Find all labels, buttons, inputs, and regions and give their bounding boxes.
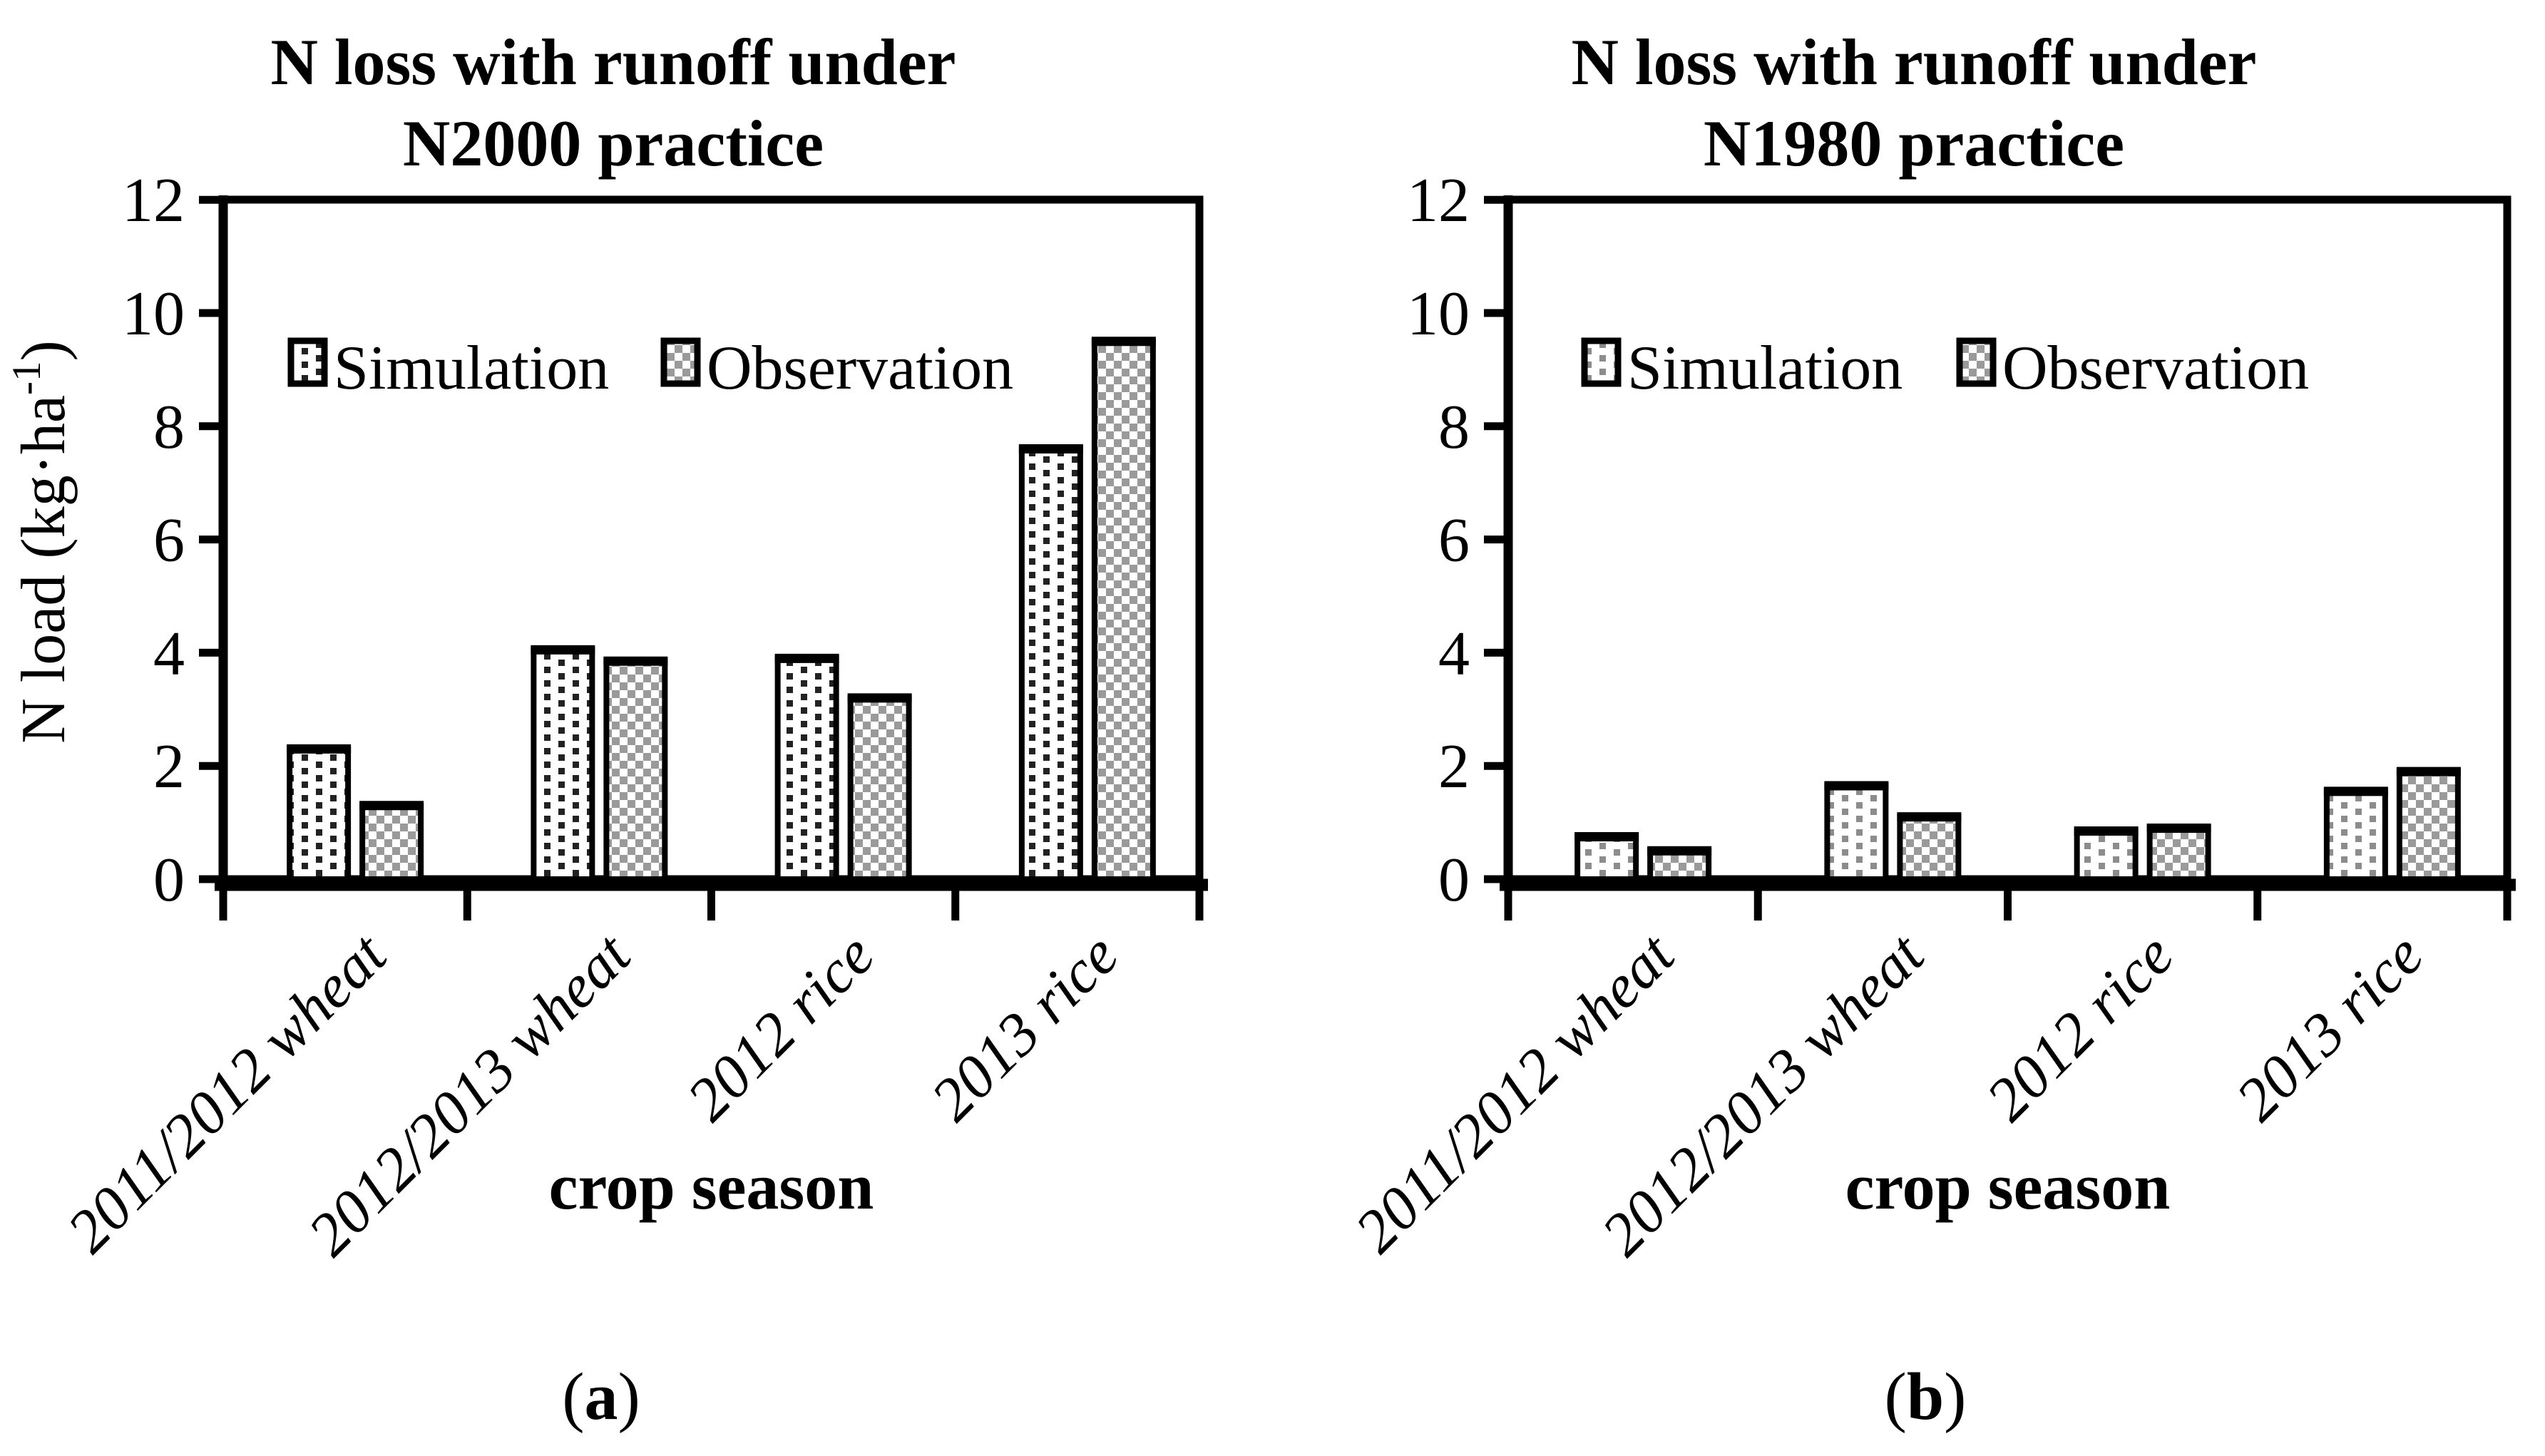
y-axis-title: N load (kg·ha-1) xyxy=(4,340,78,744)
y-tick-label: 0 xyxy=(153,846,185,915)
chart-title-line-1: N loss with runoff under xyxy=(1571,26,2256,98)
chart-panel-b: N loss with runoff under N1980 practice 0 2… xyxy=(1342,26,2516,1434)
legend-label-observation: Observation xyxy=(707,334,1013,403)
chart-title-line-1: N loss with runoff under xyxy=(270,26,956,98)
panel-caption: (a) xyxy=(562,1360,640,1434)
plot-frame xyxy=(1504,195,2511,883)
y-tick-label: 6 xyxy=(1438,506,1470,575)
bar-observation-1 xyxy=(359,802,424,883)
bar-observation-4 xyxy=(2396,769,2461,883)
chart-panel-a: N loss with runoff under N2000 practice 0 2… xyxy=(4,26,1208,1434)
y-tick-label: 8 xyxy=(1438,393,1470,462)
legend-swatch-simulation xyxy=(287,337,328,387)
bar-simulation-1 xyxy=(287,746,352,882)
chart-title-line-2: N2000 practice xyxy=(403,107,824,180)
legend-label-simulation: Simulation xyxy=(334,334,609,403)
y-tick-label: 4 xyxy=(153,619,185,688)
bar-simulation-1 xyxy=(1574,834,1639,882)
category-label: 2013 rice xyxy=(2223,921,2436,1134)
bar-simulation-2 xyxy=(1824,782,1889,882)
bar-observation-2 xyxy=(603,658,668,882)
y-tick-label: 6 xyxy=(153,506,185,575)
bar-simulation-3 xyxy=(2074,828,2139,883)
bar-simulation-4 xyxy=(2323,788,2388,883)
bar-observation-4 xyxy=(1091,338,1156,882)
y-tick-label: 12 xyxy=(122,166,185,235)
legend-label-simulation: Simulation xyxy=(1627,334,1903,403)
y-tick-label: 10 xyxy=(1407,280,1470,349)
legend-swatch-observation xyxy=(1956,337,1997,387)
bar-observation-2 xyxy=(1897,814,1962,883)
category-label: 2013 rice xyxy=(918,921,1131,1134)
x-axis-title: crop season xyxy=(549,1150,874,1223)
y-tick-label: 0 xyxy=(1438,846,1470,915)
chart-title-line-2: N1980 practice xyxy=(1704,107,2124,180)
bar-simulation-3 xyxy=(774,655,839,883)
bar-simulation-4 xyxy=(1018,446,1083,882)
bar-observation-3 xyxy=(847,694,912,882)
bar-simulation-2 xyxy=(531,647,595,882)
y-tick-label: 4 xyxy=(1438,619,1470,688)
y-tick-label: 2 xyxy=(1438,732,1470,801)
legend-label-observation: Observation xyxy=(2002,334,2309,403)
legend-swatch-observation xyxy=(660,337,701,387)
y-tick-label: 12 xyxy=(1407,166,1470,235)
category-label: 2012 rice xyxy=(674,921,887,1134)
bar-observation-3 xyxy=(2146,825,2211,883)
panel-caption: (b) xyxy=(1885,1360,1967,1434)
y-tick-label: 8 xyxy=(153,393,185,462)
y-tick-label: 10 xyxy=(122,280,185,349)
legend-swatch-simulation xyxy=(1581,337,1622,387)
category-label: 2012 rice xyxy=(1973,921,2186,1134)
x-axis-title: crop season xyxy=(1845,1150,2171,1223)
y-tick-label: 2 xyxy=(153,732,185,801)
